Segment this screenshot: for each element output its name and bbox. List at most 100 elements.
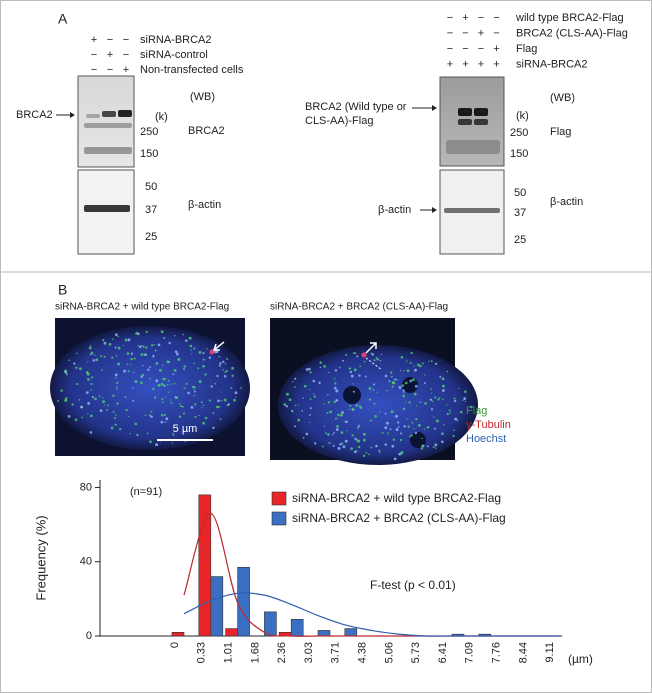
sign: + [91, 34, 97, 46]
bands [84, 110, 132, 212]
bands [444, 108, 500, 213]
speckle [190, 406, 194, 409]
speckle [290, 409, 294, 413]
speckle [363, 360, 366, 363]
speckle [193, 390, 196, 393]
speckle [399, 369, 402, 372]
speckle [90, 389, 92, 391]
units: (k) [155, 111, 168, 123]
speckle [411, 421, 414, 424]
speckle [142, 364, 144, 367]
speckle [103, 355, 106, 358]
speckle [89, 353, 92, 356]
speckle [114, 346, 117, 349]
speckle [116, 403, 119, 405]
speckle [160, 382, 164, 386]
speckle [434, 396, 437, 399]
speckle [470, 405, 473, 409]
speckle [152, 387, 155, 391]
speckle [328, 441, 331, 445]
speckle [116, 386, 118, 388]
speckle [174, 396, 177, 399]
speckle [98, 395, 101, 397]
speckle [338, 366, 341, 369]
sign: + [493, 43, 499, 55]
speckle [340, 431, 344, 434]
speckle [89, 431, 93, 434]
speckle [102, 397, 104, 399]
speckle [437, 398, 440, 401]
speckle [193, 347, 196, 350]
speckle [402, 391, 405, 393]
speckle [218, 355, 221, 358]
speckle [150, 410, 153, 413]
speckle [101, 369, 103, 372]
arrow [70, 112, 75, 118]
speckle [161, 413, 164, 417]
speckle [148, 414, 151, 417]
speckle [185, 382, 188, 385]
speckle [441, 440, 444, 444]
sign: − [123, 49, 129, 61]
speckle [117, 362, 121, 366]
panel-label: B [58, 282, 67, 298]
marker: 50 [514, 187, 526, 199]
speckle [126, 352, 130, 355]
speckle [126, 363, 129, 366]
speckle [327, 433, 330, 436]
channel-label: γ-Tubulin [466, 419, 511, 431]
speckle [339, 413, 343, 417]
speckle [136, 433, 138, 436]
speckle [114, 333, 118, 337]
speckle [309, 398, 312, 400]
speckle [417, 363, 420, 367]
speckle [344, 439, 348, 443]
speckle [353, 450, 357, 454]
speckle [323, 403, 326, 405]
speckle [443, 424, 445, 426]
x-tick-label: 4.38 [357, 642, 369, 663]
speckle [168, 341, 171, 345]
speckle [409, 379, 413, 383]
speckle [132, 399, 135, 402]
speckle [75, 366, 78, 369]
speckle [424, 374, 426, 376]
condition: Flag [516, 43, 537, 55]
speckle [189, 344, 193, 348]
speckle [428, 360, 430, 363]
sign: + [478, 27, 484, 39]
speckle [172, 373, 175, 376]
speckle [446, 412, 449, 416]
speckle [154, 397, 156, 399]
speckle [414, 384, 418, 388]
speckle [393, 457, 397, 461]
speckle [106, 408, 108, 411]
speckle [188, 336, 192, 340]
speckle [314, 442, 317, 445]
speckle [333, 378, 336, 380]
speckle [401, 384, 405, 387]
x-tick-label: 5.73 [410, 642, 422, 663]
speckle [396, 421, 400, 424]
speckle [335, 417, 338, 420]
speckle [206, 348, 208, 350]
condition: siRNA-BRCA2 [140, 34, 212, 46]
x-tick-label: 3.03 [303, 642, 315, 663]
speckle [90, 414, 93, 418]
speckle [286, 392, 289, 396]
speckle [431, 400, 434, 403]
speckle [64, 370, 68, 374]
speckle [215, 405, 219, 409]
sign: + [447, 58, 453, 70]
speckle [408, 401, 411, 404]
speckle [337, 413, 340, 417]
annotation: F-test (p < 0.01) [370, 578, 456, 592]
speckle [334, 382, 337, 385]
speckle [122, 345, 125, 347]
speckle [283, 403, 287, 406]
speckle [391, 381, 395, 385]
bar [225, 628, 238, 637]
speckle [357, 439, 361, 443]
fit-curve [183, 592, 560, 637]
y-tick-label: 40 [80, 556, 92, 568]
